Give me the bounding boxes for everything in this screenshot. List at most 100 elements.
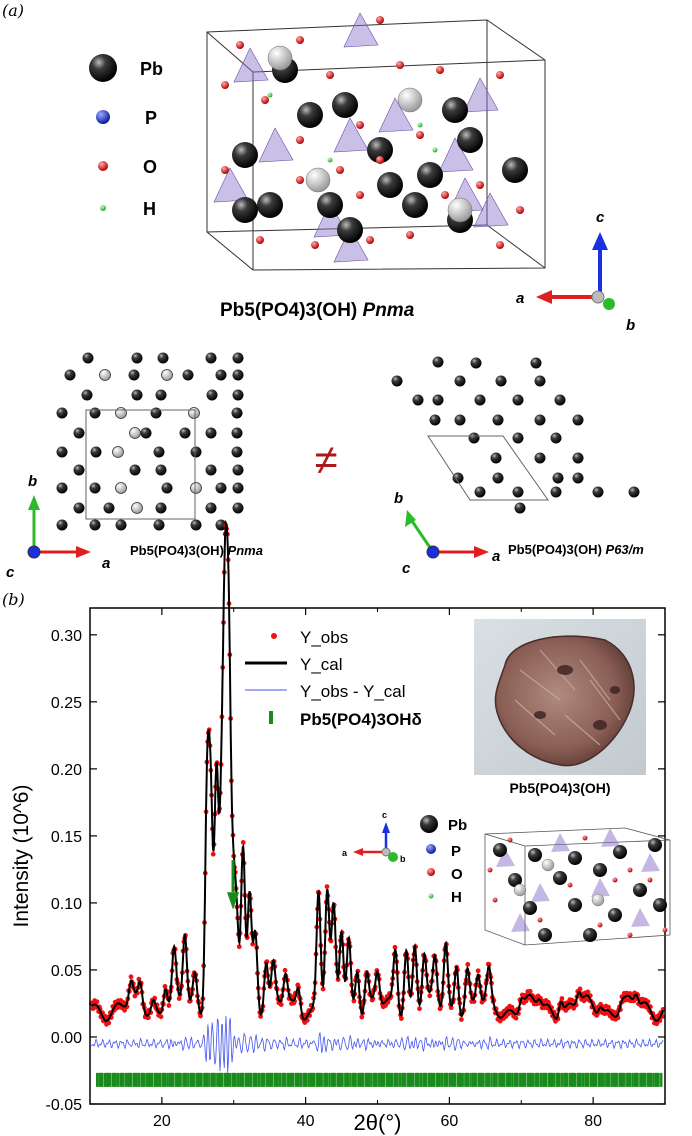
bragg-tick [111, 1072, 115, 1087]
pb-site [56, 519, 68, 531]
inset-axis-b: b [400, 854, 406, 864]
bragg-tick [600, 1072, 603, 1087]
bragg-tick [402, 1072, 405, 1087]
bragg-tick [393, 1072, 397, 1087]
po4-tetrahedron [601, 828, 620, 847]
axis-b-label: b [626, 317, 635, 334]
bragg-tick [655, 1072, 659, 1087]
bragg-tick [163, 1072, 167, 1087]
bragg-tick [357, 1072, 360, 1087]
bragg-tick [652, 1072, 655, 1087]
left-axis-c-label: c [6, 564, 15, 581]
pb-site-partial [115, 482, 127, 494]
bragg-tick [135, 1072, 138, 1087]
bragg-tick [615, 1072, 618, 1087]
bragg-tick [464, 1072, 467, 1087]
pb-site [231, 407, 243, 419]
pb-site [89, 407, 101, 419]
po4-tetrahedron [233, 47, 269, 83]
bragg-tick [367, 1072, 371, 1087]
pb-atom [648, 838, 662, 852]
bragg-tick [234, 1072, 237, 1087]
pb-atom [402, 192, 428, 218]
bragg-tick [336, 1072, 339, 1087]
bragg-tick [370, 1072, 373, 1087]
pb-atom [442, 97, 468, 123]
inset-legend-o: O [451, 866, 463, 883]
bragg-tick [141, 1072, 145, 1087]
obs-point [392, 944, 398, 950]
pb-site [470, 357, 482, 369]
p-atom-icon [96, 110, 110, 124]
bragg-tick [108, 1072, 112, 1087]
bragg-tick [435, 1072, 438, 1087]
pb-site [179, 427, 191, 439]
obs-point [94, 999, 100, 1005]
bragg-tick [451, 1072, 455, 1087]
bragg-tick [514, 1072, 518, 1087]
bragg-tick [378, 1072, 381, 1087]
po4-tetrahedron [496, 848, 515, 867]
po4-tetrahedron [631, 908, 650, 927]
pb-site [128, 369, 140, 381]
po4-tetrahedron [511, 913, 530, 932]
bragg-tick [339, 1072, 342, 1087]
obs-point [577, 986, 583, 992]
pb-site [56, 446, 68, 458]
bragg-tick [177, 1072, 180, 1087]
pb-atom-partial [591, 893, 605, 907]
pb-site [232, 352, 244, 364]
obs-point [559, 996, 565, 1001]
y-tick-label: 0.00 [51, 1030, 82, 1047]
bragg-tick [331, 1072, 335, 1087]
po4-tetrahedron [641, 853, 660, 872]
o-atom [296, 136, 304, 144]
obs-point [509, 1004, 515, 1010]
obs-point [527, 989, 533, 994]
o-atom [487, 867, 493, 873]
bragg-tick [388, 1072, 392, 1087]
pb-site-partial [99, 369, 111, 381]
pb-atom [377, 172, 403, 198]
pb-site [530, 357, 542, 369]
p63m-cell-outline [427, 435, 549, 501]
legend-h-label: H [143, 199, 156, 219]
diff-curve [91, 1016, 664, 1073]
bragg-tick [602, 1072, 605, 1087]
bragg-tick [396, 1072, 399, 1087]
bragg-tick [205, 1072, 209, 1087]
bragg-tick [631, 1072, 634, 1087]
bragg-tick [99, 1072, 103, 1087]
bragg-tick [565, 1072, 569, 1087]
pb-site [73, 502, 85, 514]
bragg-tick [179, 1072, 182, 1087]
pb-site [231, 427, 243, 439]
bragg-tick [255, 1072, 258, 1087]
obs-point [240, 840, 246, 845]
pb-site [592, 486, 604, 498]
pb-site [232, 369, 244, 381]
o-atom [627, 867, 633, 873]
x-axis-label: 2θ(°) [354, 1110, 402, 1135]
pb-site-partial [115, 407, 127, 419]
o-atom [597, 922, 603, 928]
sample-photo [474, 619, 646, 775]
pb-atom [317, 192, 343, 218]
bragg-tick [333, 1072, 336, 1087]
bragg-tick [560, 1072, 564, 1087]
bragg-tick [466, 1072, 470, 1087]
pb-atom-partial [305, 167, 331, 193]
bragg-tick [511, 1072, 514, 1087]
bragg-tick [328, 1072, 331, 1087]
pnma-projection [56, 352, 244, 531]
o-atom [662, 927, 668, 933]
bragg-tick [310, 1072, 314, 1087]
pb-site [82, 352, 94, 364]
pb-site [73, 427, 85, 439]
po4-tetrahedron [258, 127, 294, 163]
bragg-tick [156, 1072, 159, 1087]
h-atom [432, 147, 438, 153]
obs-point [258, 1014, 263, 1019]
bragg-tick [240, 1072, 243, 1087]
